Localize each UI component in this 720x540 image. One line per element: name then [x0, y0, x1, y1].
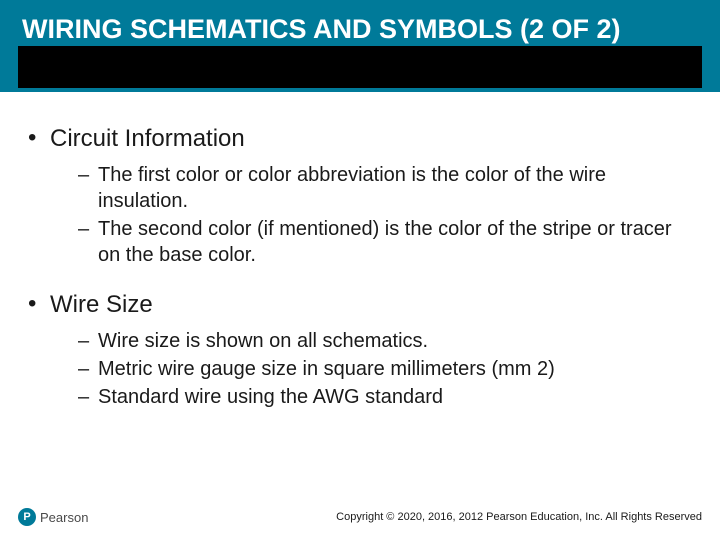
- bullet-marker: •: [28, 124, 50, 154]
- section-heading-text: Wire Size: [50, 290, 153, 320]
- section-heading-text: Circuit Information: [50, 124, 245, 154]
- list-item: – The first color or color abbreviation …: [78, 162, 692, 214]
- dash-marker: –: [78, 328, 98, 354]
- sub-list: – The first color or color abbreviation …: [78, 162, 692, 268]
- content-area: • Circuit Information – The first color …: [0, 92, 720, 410]
- list-item: – Wire size is shown on all schematics.: [78, 328, 692, 354]
- pearson-logo: P Pearson: [18, 508, 88, 526]
- bullet-marker: •: [28, 290, 50, 320]
- footer: P Pearson Copyright © 2020, 2016, 2012 P…: [18, 508, 702, 526]
- dash-marker: –: [78, 216, 98, 268]
- section-heading: • Wire Size: [28, 290, 692, 320]
- list-item-text: The second color (if mentioned) is the c…: [98, 216, 692, 268]
- title-overlay: [18, 46, 702, 88]
- logo-text: Pearson: [40, 510, 88, 525]
- list-item-text: Wire size is shown on all schematics.: [98, 328, 428, 354]
- dash-marker: –: [78, 162, 98, 214]
- sub-list: – Wire size is shown on all schematics. …: [78, 328, 692, 410]
- list-item-text: Standard wire using the AWG standard: [98, 384, 443, 410]
- section-heading: • Circuit Information: [28, 124, 692, 154]
- dash-marker: –: [78, 384, 98, 410]
- list-item: – Standard wire using the AWG standard: [78, 384, 692, 410]
- list-item: – Metric wire gauge size in square milli…: [78, 356, 692, 382]
- logo-icon: P: [18, 508, 36, 526]
- copyright-text: Copyright © 2020, 2016, 2012 Pearson Edu…: [336, 511, 702, 523]
- list-item: – The second color (if mentioned) is the…: [78, 216, 692, 268]
- list-item-text: The first color or color abbreviation is…: [98, 162, 692, 214]
- slide-title: WIRING SCHEMATICS AND SYMBOLS (2 OF 2): [22, 12, 698, 47]
- list-item-text: Metric wire gauge size in square millime…: [98, 356, 555, 382]
- dash-marker: –: [78, 356, 98, 382]
